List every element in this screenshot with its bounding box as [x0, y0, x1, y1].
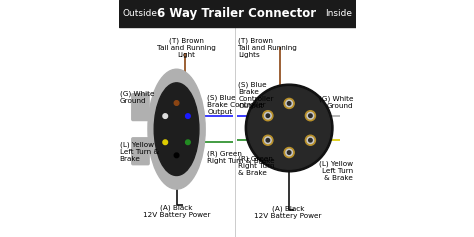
Text: (G) White
Ground: (G) White Ground	[119, 91, 154, 104]
Circle shape	[248, 87, 330, 169]
Circle shape	[186, 114, 190, 118]
Ellipse shape	[154, 83, 199, 175]
Circle shape	[305, 135, 315, 145]
Text: (L) Yellow
Left Turn &
Brake: (L) Yellow Left Turn & Brake	[119, 141, 159, 162]
Text: (R) Green
Right Turn & Brake: (R) Green Right Turn & Brake	[207, 151, 275, 164]
Text: (R) Green
Right Turn
& Brake: (R) Green Right Turn & Brake	[238, 156, 275, 176]
FancyBboxPatch shape	[132, 138, 149, 165]
Text: (T) Brown
Tail and Running
Light: (T) Brown Tail and Running Light	[156, 38, 216, 58]
Text: (L) Yellow
Left Turn
& Brake: (L) Yellow Left Turn & Brake	[319, 160, 353, 181]
Circle shape	[287, 102, 291, 105]
Circle shape	[163, 140, 167, 145]
Circle shape	[186, 140, 190, 145]
Circle shape	[264, 137, 271, 144]
Bar	[118, 0, 356, 27]
Text: Outside: Outside	[122, 9, 157, 18]
Circle shape	[284, 98, 294, 109]
Circle shape	[309, 114, 312, 118]
Circle shape	[246, 84, 333, 172]
Circle shape	[307, 112, 314, 119]
Text: (A) Black
12V Battery Power: (A) Black 12V Battery Power	[143, 205, 210, 218]
Ellipse shape	[148, 69, 205, 189]
Text: (S) Blue
Brake
Controller
Output: (S) Blue Brake Controller Output	[238, 81, 273, 109]
Circle shape	[307, 137, 314, 144]
Circle shape	[174, 153, 179, 158]
Text: 6 Way Trailer Connector: 6 Way Trailer Connector	[157, 7, 317, 20]
Text: (T) Brown
Tail and Running
Lights: (T) Brown Tail and Running Lights	[238, 38, 297, 58]
Circle shape	[286, 149, 292, 156]
Text: (A) Black
12V Battery Power: (A) Black 12V Battery Power	[254, 206, 322, 219]
FancyBboxPatch shape	[132, 94, 149, 121]
Circle shape	[163, 114, 167, 118]
Circle shape	[174, 101, 179, 105]
Text: (S) Blue
Brake Controller
Output: (S) Blue Brake Controller Output	[207, 94, 266, 114]
Circle shape	[286, 100, 292, 107]
Circle shape	[305, 111, 315, 121]
Circle shape	[266, 138, 270, 142]
Circle shape	[284, 147, 294, 158]
Circle shape	[264, 112, 271, 119]
Circle shape	[266, 114, 270, 118]
Circle shape	[287, 151, 291, 154]
Circle shape	[263, 111, 273, 121]
Text: (G) White
Ground: (G) White Ground	[319, 95, 353, 109]
Circle shape	[263, 135, 273, 145]
Text: Inside: Inside	[325, 9, 352, 18]
Circle shape	[309, 138, 312, 142]
